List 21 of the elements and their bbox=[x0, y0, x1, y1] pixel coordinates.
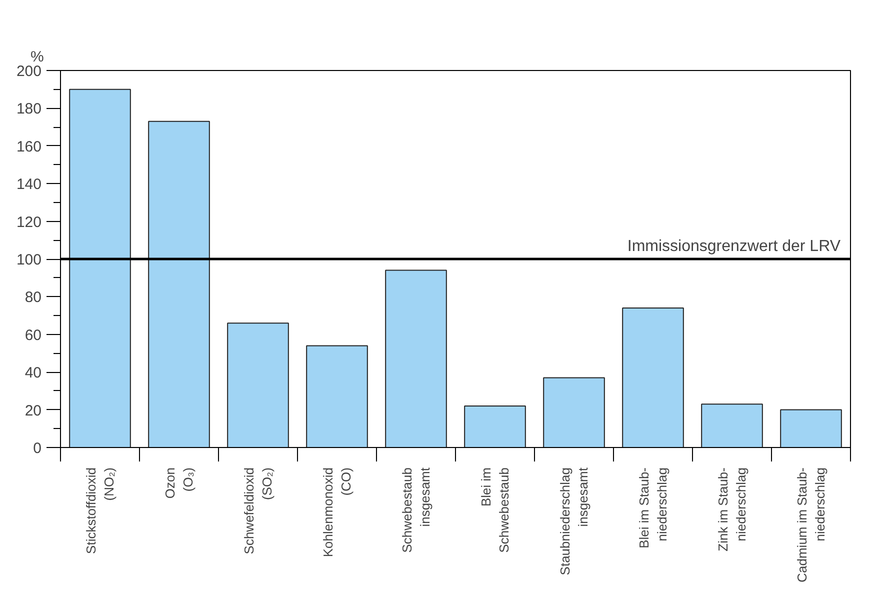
y-tick-label: 60 bbox=[24, 326, 42, 344]
x-tick-label: Kohlenmonoxid (CO) bbox=[320, 467, 354, 558]
x-tick-label: Blei im Staub- niederschlag bbox=[636, 467, 670, 548]
x-tick-label: Staubniederschlag insgesamt bbox=[558, 467, 590, 576]
y-tick-label: 180 bbox=[16, 100, 42, 118]
x-tick-label: Blei im Schwebestaub bbox=[478, 467, 512, 553]
y-tick-label: 80 bbox=[24, 289, 42, 306]
x-tick-label: Ozon (O₃) bbox=[162, 467, 196, 499]
x-tick-label: Schwefeldioxid (SO₂) bbox=[242, 467, 274, 554]
y-tick-label: 120 bbox=[16, 214, 42, 231]
x-tick-label: Stickstoffdioxid (NO₂) bbox=[84, 467, 116, 554]
x-tick-label: Schwebestaub insgesamt bbox=[400, 467, 432, 553]
y-tick-label: 200 bbox=[16, 63, 42, 80]
y-tick-label: 160 bbox=[16, 138, 42, 156]
y-tick-label: 140 bbox=[16, 176, 42, 194]
y-tick-label: 100 bbox=[16, 252, 42, 268]
y-tick-label: 0 bbox=[33, 440, 42, 457]
y-axis-title: % bbox=[30, 48, 44, 66]
ref-line-label: Immissionsgrenzwert der LRV bbox=[627, 238, 841, 255]
y-tick-label: 40 bbox=[24, 364, 42, 382]
y-tick-label: 20 bbox=[24, 402, 42, 420]
